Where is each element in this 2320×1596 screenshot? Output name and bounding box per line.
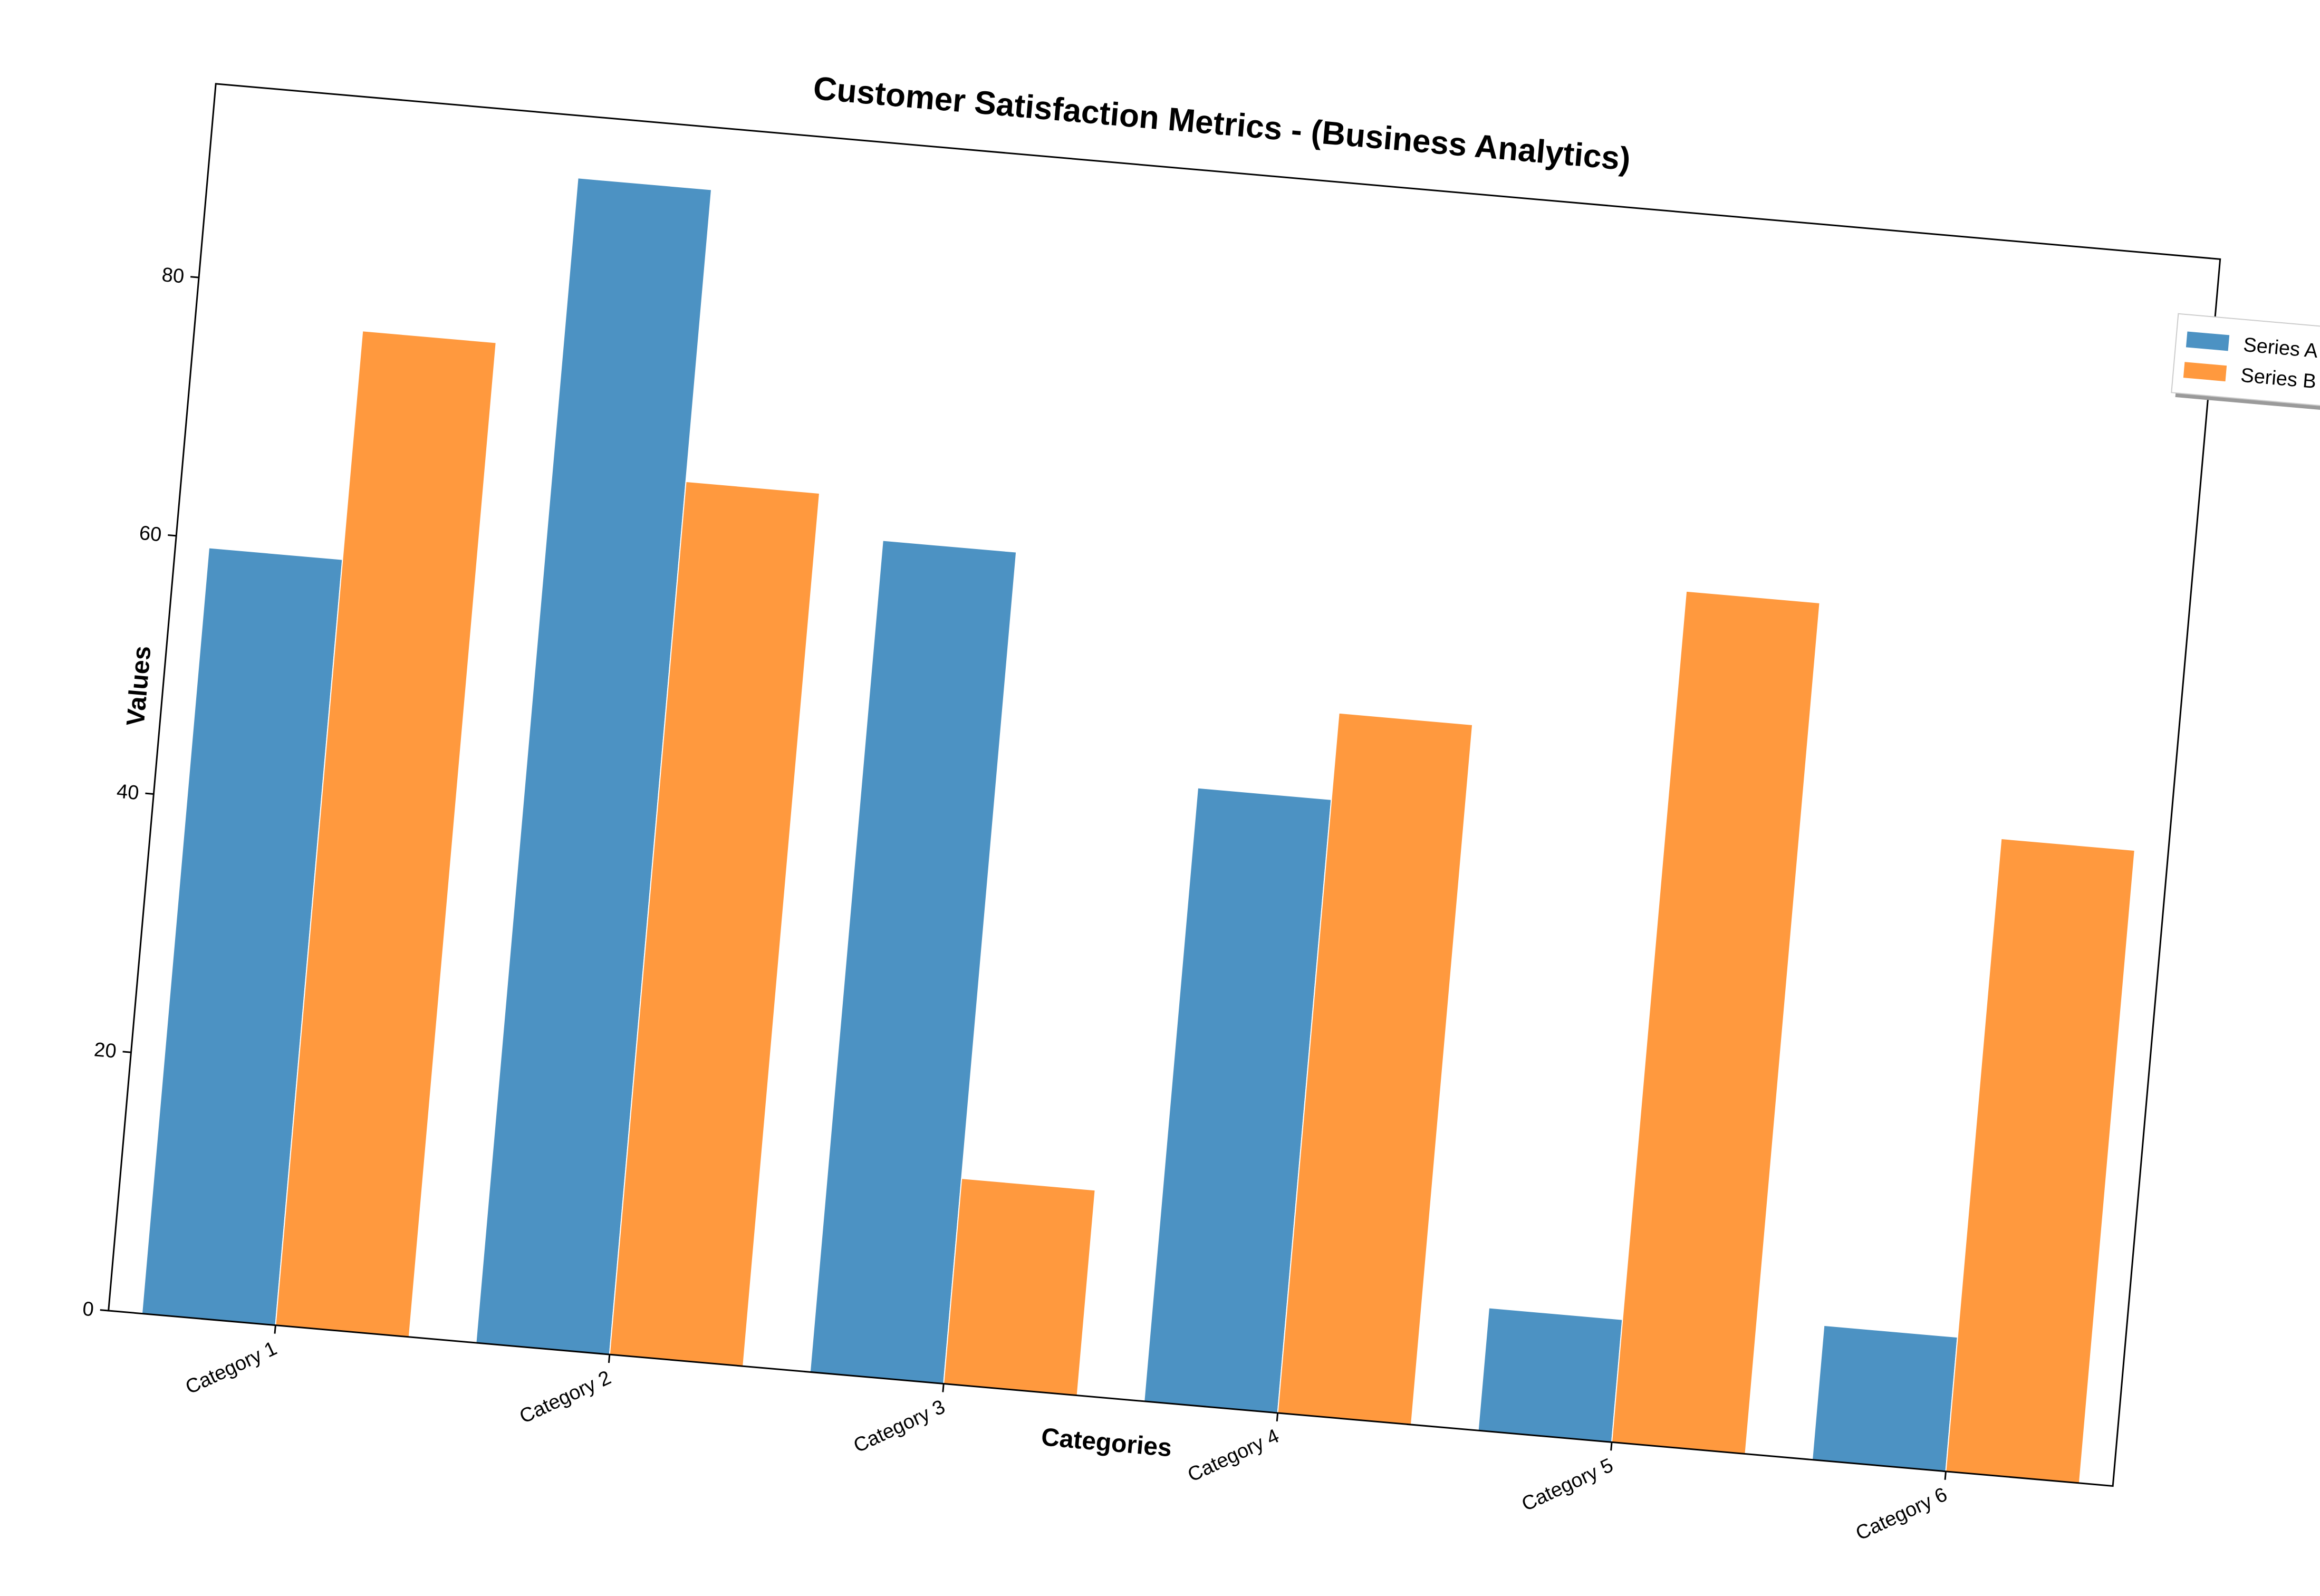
x-tick-mark xyxy=(1610,1442,1613,1451)
x-tick-label: Category 5 xyxy=(1518,1454,1616,1516)
y-tick-mark xyxy=(145,792,154,795)
x-tick-label: Category 4 xyxy=(1185,1425,1283,1487)
y-tick-mark xyxy=(100,1309,109,1312)
y-tick-label: 20 xyxy=(93,1039,118,1063)
x-tick-label: Category 2 xyxy=(516,1367,614,1428)
x-tick-label: Category 1 xyxy=(182,1337,280,1399)
bar-b-5 xyxy=(1611,590,1821,1455)
x-tick-mark xyxy=(942,1383,945,1392)
plot-area: 0 20 40 60 80 Category 1 Category 2 Category 3 C… xyxy=(82,83,2221,1545)
bar-a-6 xyxy=(1812,1324,1958,1472)
y-axis-label: Values xyxy=(122,645,157,727)
x-tick-mark xyxy=(1944,1471,1947,1480)
y-tick-label: 0 xyxy=(82,1298,95,1321)
bar-b-6 xyxy=(1945,838,2135,1484)
y-tick-label: 60 xyxy=(138,522,162,546)
y-tick-label: 80 xyxy=(161,264,185,288)
bar-b-3 xyxy=(943,1178,1096,1396)
x-tick-label: Category 3 xyxy=(850,1396,948,1457)
x-tick-label: Category 6 xyxy=(1852,1484,1950,1545)
plot-frame xyxy=(108,83,2221,1487)
chart-title: Customer Satisfaction Metrics - (Busines… xyxy=(812,70,1632,178)
y-tick-label: 40 xyxy=(115,781,140,805)
bar-a-5 xyxy=(1477,1307,1623,1443)
legend-swatch-b xyxy=(2183,362,2227,382)
x-axis-label: Categories xyxy=(1040,1423,1173,1462)
legend-swatch-a xyxy=(2186,331,2230,351)
